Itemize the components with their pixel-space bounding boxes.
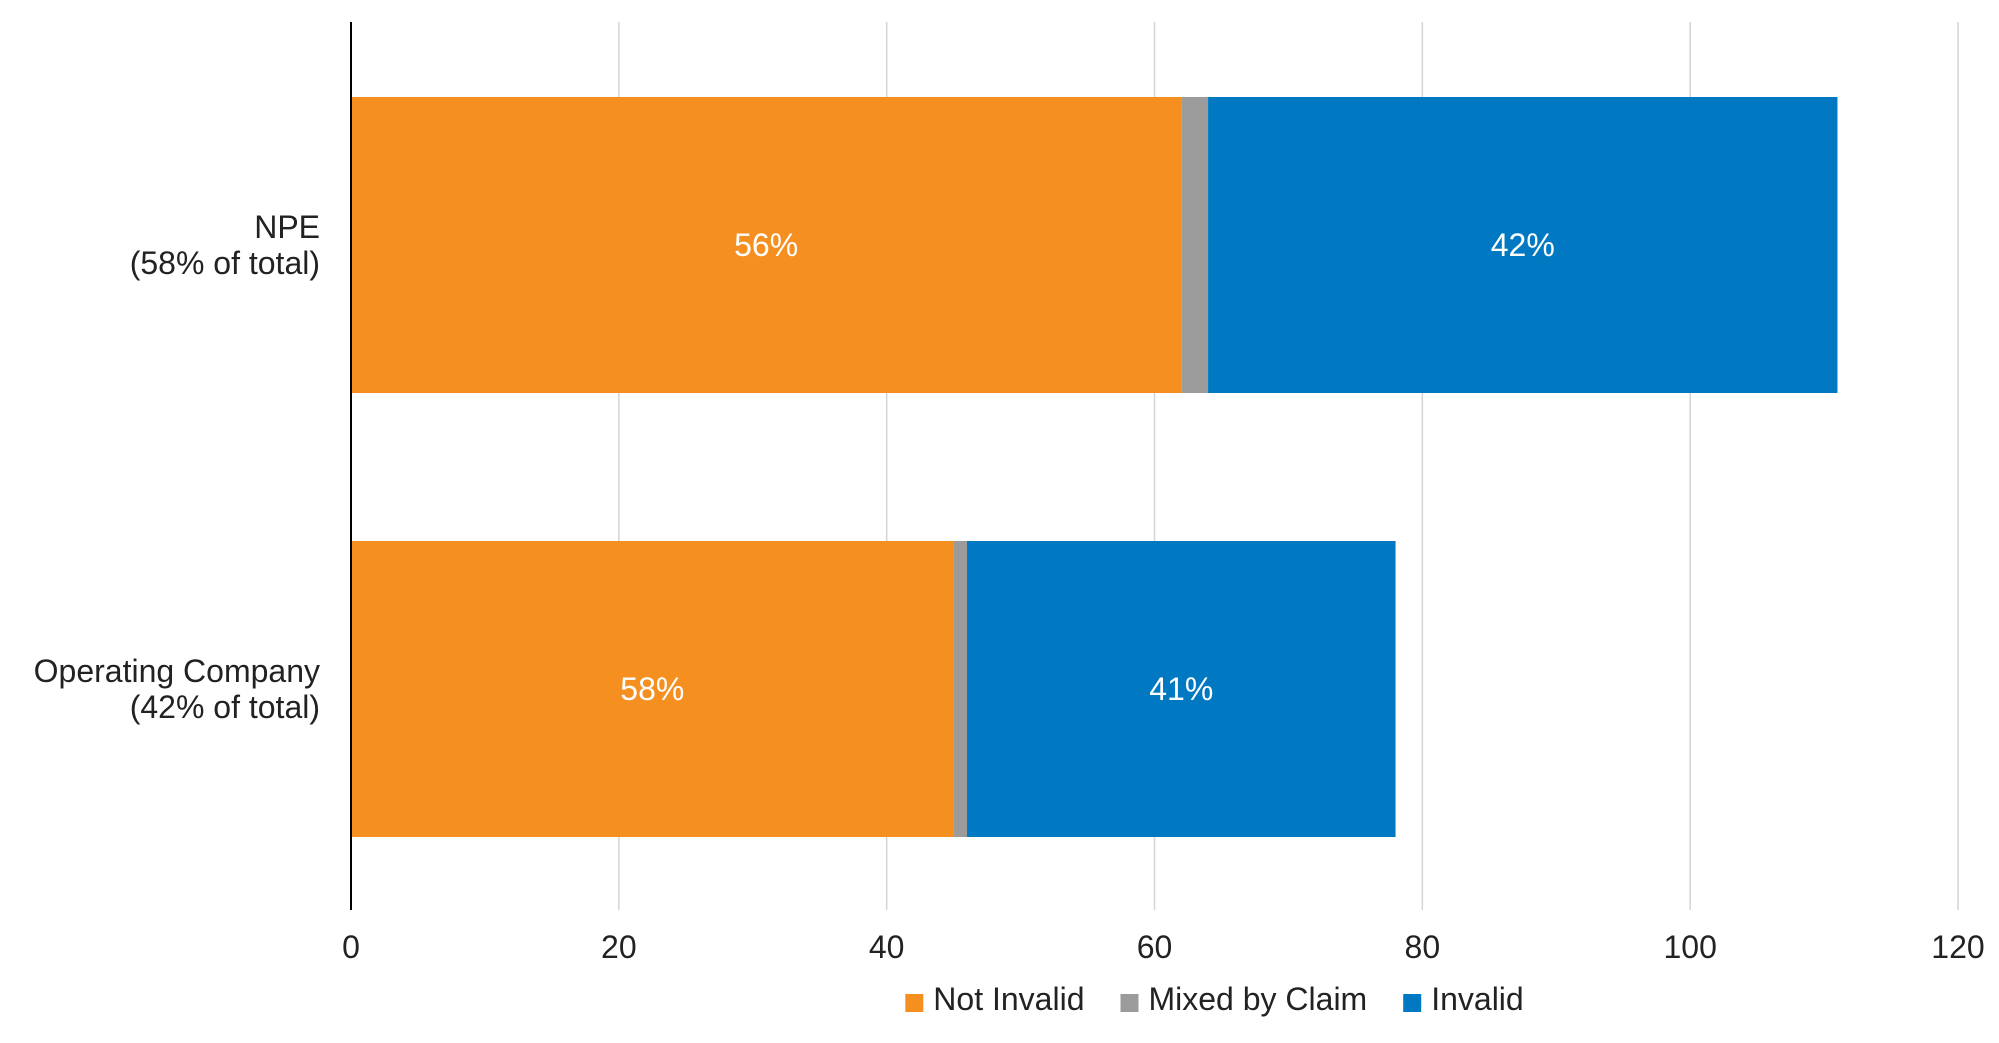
x-tick-label-120: 120	[1931, 929, 1984, 965]
category-label-1-line-1: (42% of total)	[130, 689, 320, 725]
category-label-0-line-0: NPE	[254, 209, 320, 245]
x-tick-label-100: 100	[1663, 929, 1716, 965]
x-tick-label-40: 40	[869, 929, 905, 965]
legend-swatch-invalid	[1403, 994, 1421, 1012]
x-tick-label-0: 0	[342, 929, 360, 965]
data-label-invalid-0: 42%	[1491, 227, 1555, 263]
category-label-1-line-0: Operating Company	[34, 653, 320, 689]
legend-swatch-not-invalid	[905, 994, 923, 1012]
x-tick-label-20: 20	[601, 929, 637, 965]
data-label-not-invalid-1: 58%	[620, 671, 684, 707]
legend: Not Invalid Mixed by Claim Invalid	[905, 981, 1523, 1017]
data-label-not-invalid-0: 56%	[734, 227, 798, 263]
category-label-0-line-1: (58% of total)	[130, 245, 320, 281]
legend-swatch-mixed-by-claim	[1120, 994, 1138, 1012]
bars	[351, 97, 1837, 837]
data-label-invalid-1: 41%	[1149, 671, 1213, 707]
x-tick-label-80: 80	[1405, 929, 1441, 965]
x-tick-label-60: 60	[1137, 929, 1173, 965]
legend-label-not-invalid: Not Invalid	[933, 981, 1084, 1017]
bar-mixed-by-claim-0	[1181, 97, 1208, 393]
legend-label-mixed-by-claim: Mixed by Claim	[1148, 981, 1367, 1017]
legend-label-invalid: Invalid	[1431, 981, 1524, 1017]
bar-mixed-by-claim-1	[954, 541, 967, 837]
